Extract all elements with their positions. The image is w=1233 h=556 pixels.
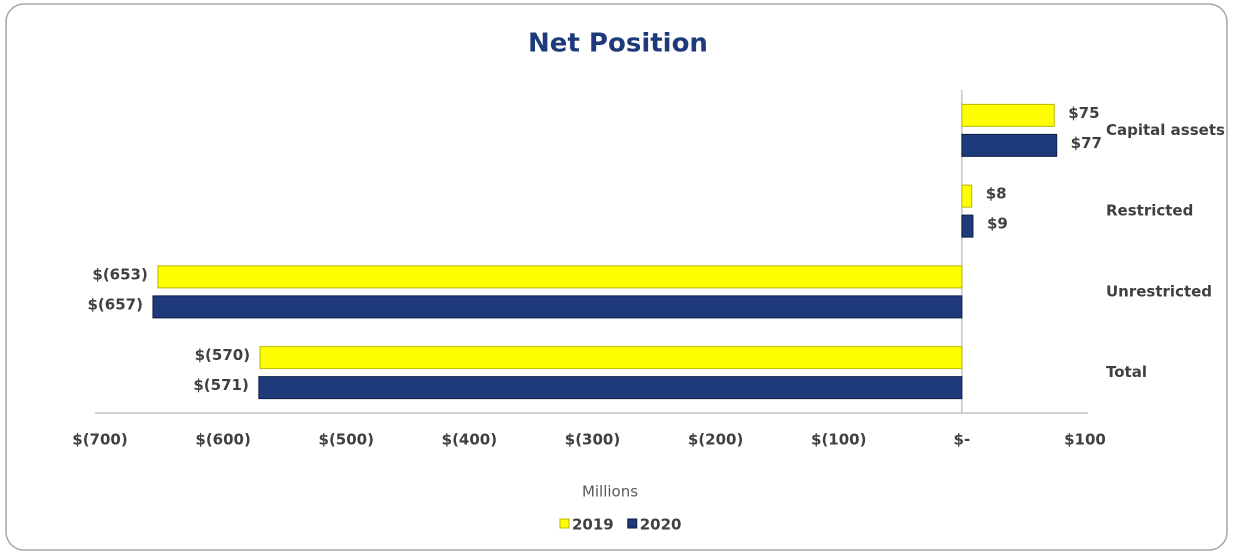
bar bbox=[259, 346, 963, 370]
x-tick-label: $(500) bbox=[319, 431, 374, 449]
bar bbox=[961, 103, 1055, 127]
category-label: Unrestricted bbox=[1106, 282, 1212, 300]
bar bbox=[157, 265, 963, 289]
value-label: $(570) bbox=[195, 346, 250, 364]
x-tick-label: $(100) bbox=[811, 431, 866, 449]
x-tick-label: $(400) bbox=[442, 431, 497, 449]
value-label: $8 bbox=[986, 185, 1007, 203]
x-tick-label: $(600) bbox=[195, 431, 250, 449]
value-label: $75 bbox=[1068, 104, 1099, 122]
bar bbox=[152, 295, 963, 319]
value-label: $77 bbox=[1071, 134, 1102, 152]
legend-swatch bbox=[627, 518, 638, 529]
bar bbox=[961, 214, 974, 238]
value-label: $(653) bbox=[92, 265, 147, 283]
bar bbox=[961, 184, 973, 208]
chart-title: Net Position bbox=[528, 29, 708, 59]
value-label: $9 bbox=[987, 215, 1008, 233]
bar bbox=[961, 133, 1058, 157]
category-label: Restricted bbox=[1106, 202, 1193, 220]
legend-swatch bbox=[559, 518, 570, 529]
value-label: $(657) bbox=[87, 295, 142, 313]
legend-label: 2019 bbox=[572, 516, 614, 534]
x-tick-label: $100 bbox=[1064, 431, 1106, 449]
category-label: Total bbox=[1106, 363, 1147, 381]
x-tick-label: $(300) bbox=[565, 431, 620, 449]
x-axis-title: Millions bbox=[582, 483, 638, 501]
x-tick-label: $(200) bbox=[688, 431, 743, 449]
value-label: $(571) bbox=[193, 376, 248, 394]
legend-label: 2020 bbox=[640, 516, 682, 534]
category-label: Capital assets bbox=[1106, 121, 1225, 139]
x-tick-label: $- bbox=[954, 431, 971, 449]
bar bbox=[258, 376, 963, 400]
x-tick-label: $(700) bbox=[72, 431, 127, 449]
